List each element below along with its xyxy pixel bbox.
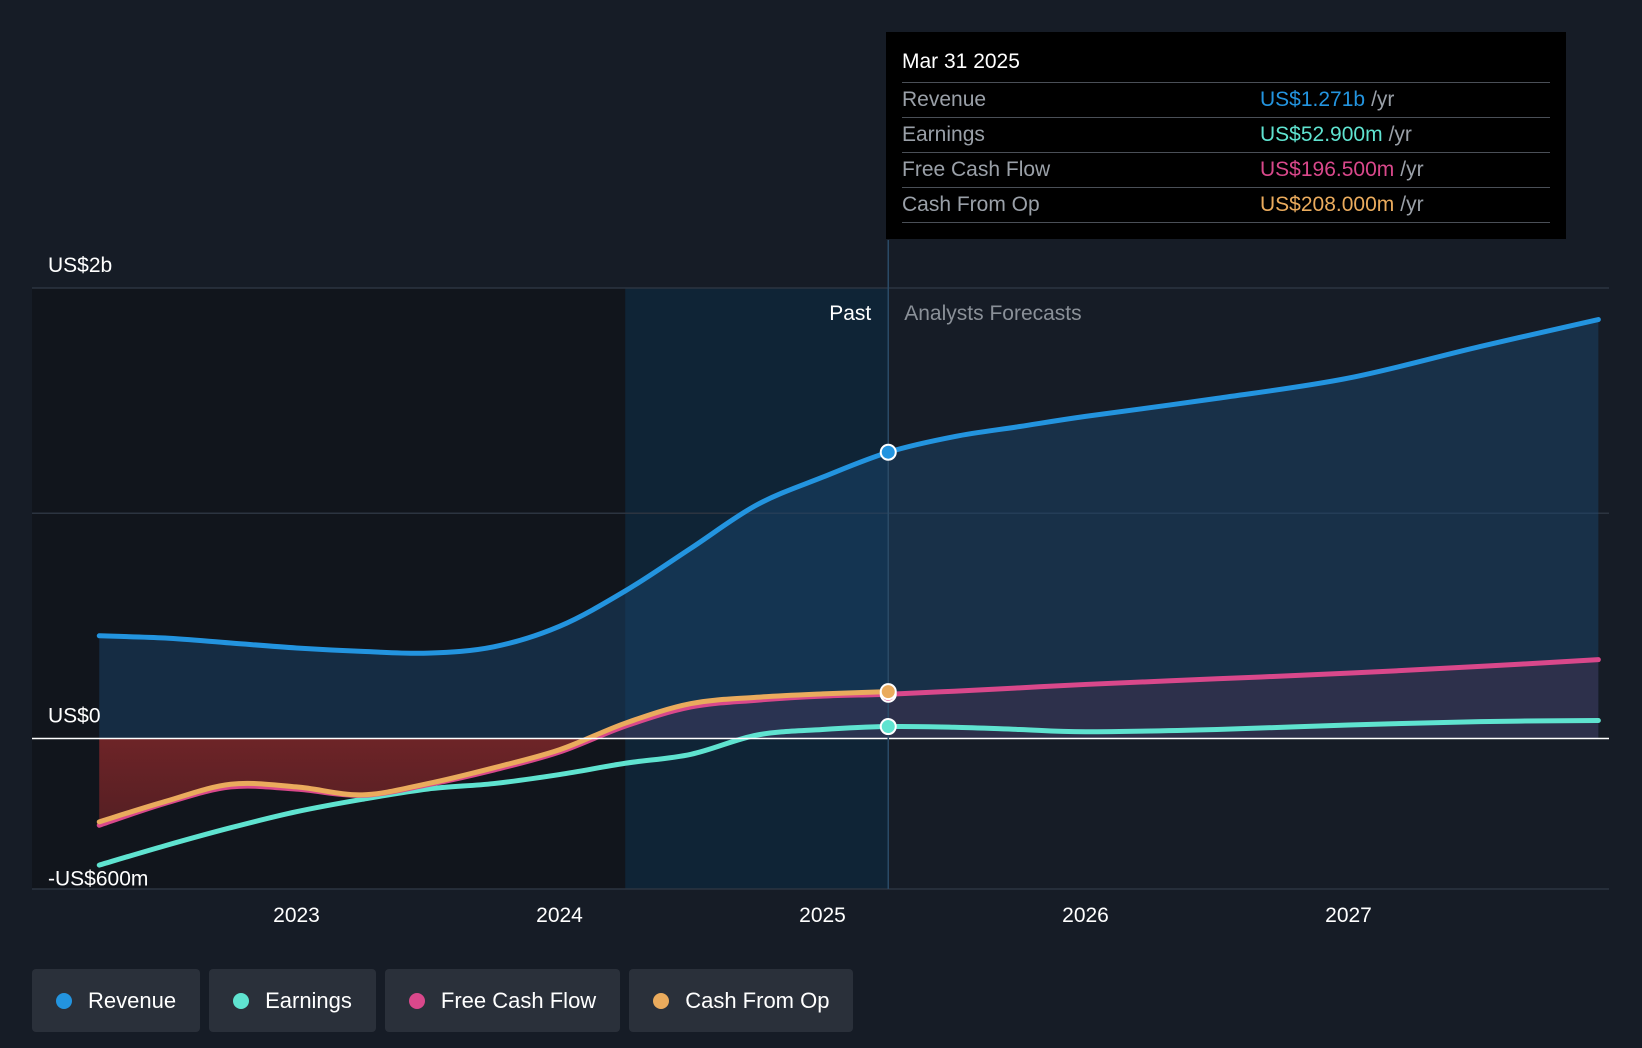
tooltip-unit: /yr (1371, 88, 1395, 111)
x-tick-label: 2023 (273, 904, 320, 927)
revenue-area (99, 319, 1599, 739)
earnings-marker[interactable] (879, 718, 897, 736)
tooltip-value: US$52.900m (1260, 123, 1383, 146)
negative-cash-flow-area (99, 738, 1599, 826)
tooltip-value: US$208.000m (1260, 193, 1395, 216)
x-tick-label: 2027 (1325, 904, 1372, 927)
tooltip: Mar 31 2025 Revenue US$1.271b/yr Earnings U… (886, 32, 1566, 239)
series-areas (99, 319, 1599, 826)
revenue-marker[interactable] (879, 443, 897, 461)
x-tick-label: 2026 (1062, 904, 1109, 927)
y-axis-labels: US$2b US$0 -US$600m (48, 254, 148, 891)
legend-dot-icon (233, 992, 250, 1009)
forecast-label: Analysts Forecasts (904, 302, 1081, 325)
x-axis-labels: 2023 2024 2025 2026 2027 (273, 904, 1372, 927)
tooltip-unit: /yr (1400, 158, 1424, 181)
x-tick-label: 2025 (799, 904, 846, 927)
y-tick-label: US$2b (48, 254, 112, 277)
cash-from-op-line (96, 689, 891, 825)
series-lines (96, 317, 1601, 868)
tooltip-row: Cash From Op US$208.000m/yr (902, 188, 1550, 223)
tooltip-label: Earnings (902, 123, 985, 146)
tooltip-label: Free Cash Flow (902, 158, 1051, 181)
x-tick-label: 2024 (536, 904, 583, 927)
y-tick-label: US$0 (48, 705, 101, 728)
legend: Revenue Earnings Free Cash Flow Cash From O… (32, 969, 854, 1032)
tooltip-row: Free Cash Flow US$196.500m/yr (902, 153, 1550, 188)
legend-dot-icon (56, 992, 72, 1009)
legend-label: Cash From Op (685, 987, 830, 1013)
tooltip-row: Earnings US$52.900m/yr (902, 118, 1550, 153)
legend-dot-icon (408, 992, 425, 1009)
series-markers (879, 443, 897, 736)
tooltip-unit: /yr (1388, 123, 1412, 146)
tooltip-rows: Revenue US$1.271b/yr Earnings US$52.900m/yr… (902, 83, 1550, 223)
recent-past-highlight (625, 288, 889, 889)
gridlines (32, 287, 1609, 890)
past-label: Past (829, 302, 871, 325)
legend-label: Free Cash Flow (440, 987, 597, 1013)
cash-from-op-marker[interactable] (879, 683, 897, 701)
tooltip-date: Mar 31 2025 (902, 46, 1550, 83)
legend-cash-from-op[interactable]: Cash From Op (629, 969, 854, 1032)
tooltip-value: US$1.271b (1260, 88, 1366, 111)
tooltip-value: US$196.500m (1260, 158, 1395, 181)
tooltip-label: Revenue (902, 88, 987, 111)
legend-dot-icon (653, 992, 670, 1009)
tooltip-label: Cash From Op (902, 193, 1040, 216)
tooltip-unit: /yr (1400, 193, 1424, 216)
legend-earnings[interactable]: Earnings (209, 969, 376, 1032)
revenue-line (96, 317, 1601, 656)
legend-label: Revenue (88, 987, 177, 1013)
legend-revenue[interactable]: Revenue (32, 969, 201, 1032)
free-cash-flow-area (99, 659, 1599, 826)
y-tick-label: -US$600m (48, 868, 148, 891)
legend-free-cash-flow[interactable]: Free Cash Flow (384, 969, 621, 1032)
legend-label: Earnings (265, 987, 352, 1013)
tooltip-row: Revenue US$1.271b/yr (902, 83, 1550, 118)
earnings-line (96, 717, 1601, 868)
